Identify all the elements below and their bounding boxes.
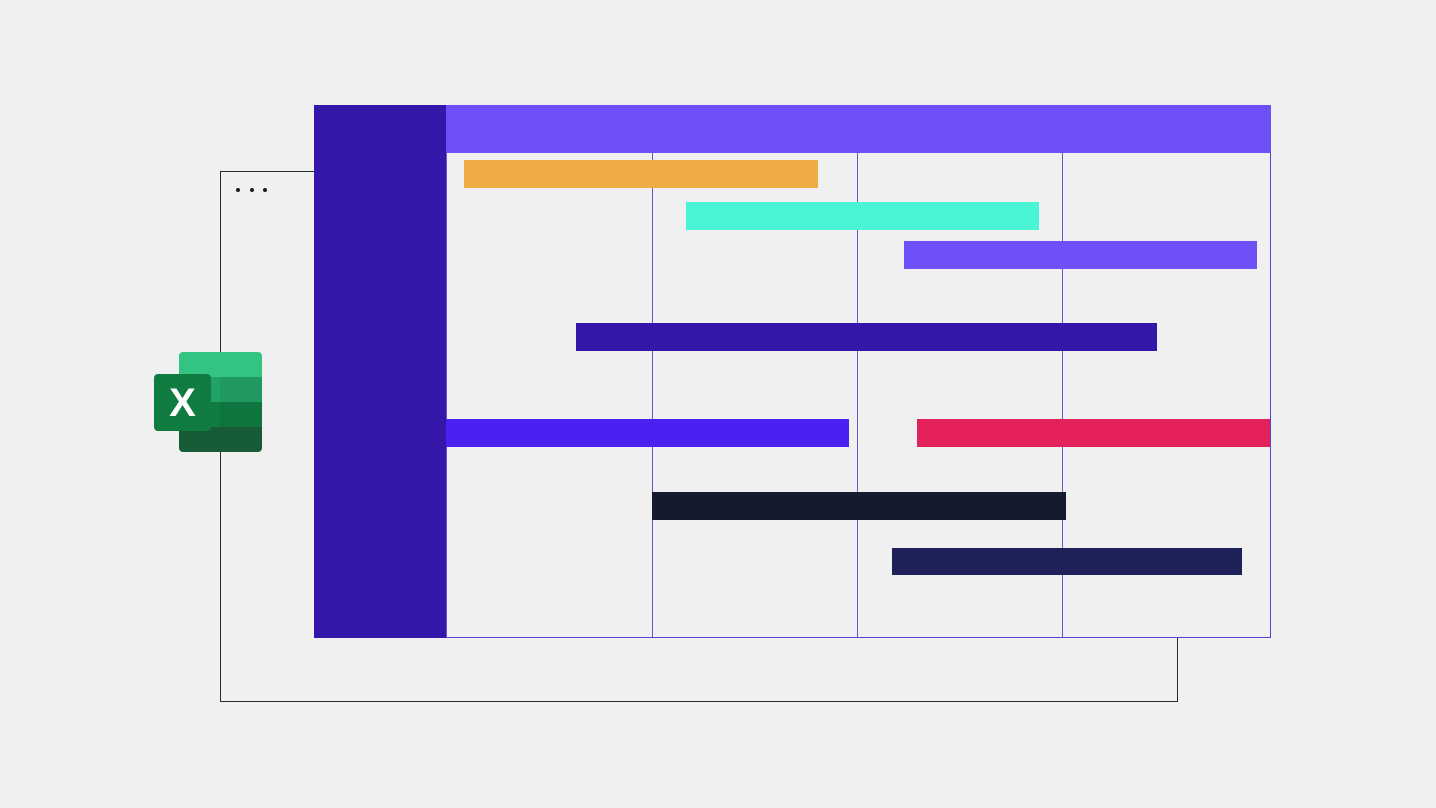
- window-dot: [236, 188, 240, 192]
- task-bar: [917, 419, 1270, 447]
- task-bar: [892, 548, 1242, 575]
- sidebar: [314, 105, 446, 638]
- task-bar: [446, 419, 849, 447]
- header-bar: [446, 105, 1271, 153]
- task-bar: [904, 241, 1257, 269]
- task-bar: [464, 160, 818, 188]
- logo-shade: [220, 377, 262, 427]
- logo-badge: [154, 374, 211, 431]
- task-bar: [652, 492, 1066, 520]
- logo-letter: X: [169, 381, 196, 425]
- window-dot: [250, 188, 254, 192]
- task-bar: [576, 323, 1157, 351]
- logo-stripe: [179, 352, 262, 377]
- excel-logo: X: [154, 352, 262, 452]
- task-bar: [686, 202, 1039, 230]
- logo-stripe: [179, 427, 262, 452]
- window-dot: [263, 188, 267, 192]
